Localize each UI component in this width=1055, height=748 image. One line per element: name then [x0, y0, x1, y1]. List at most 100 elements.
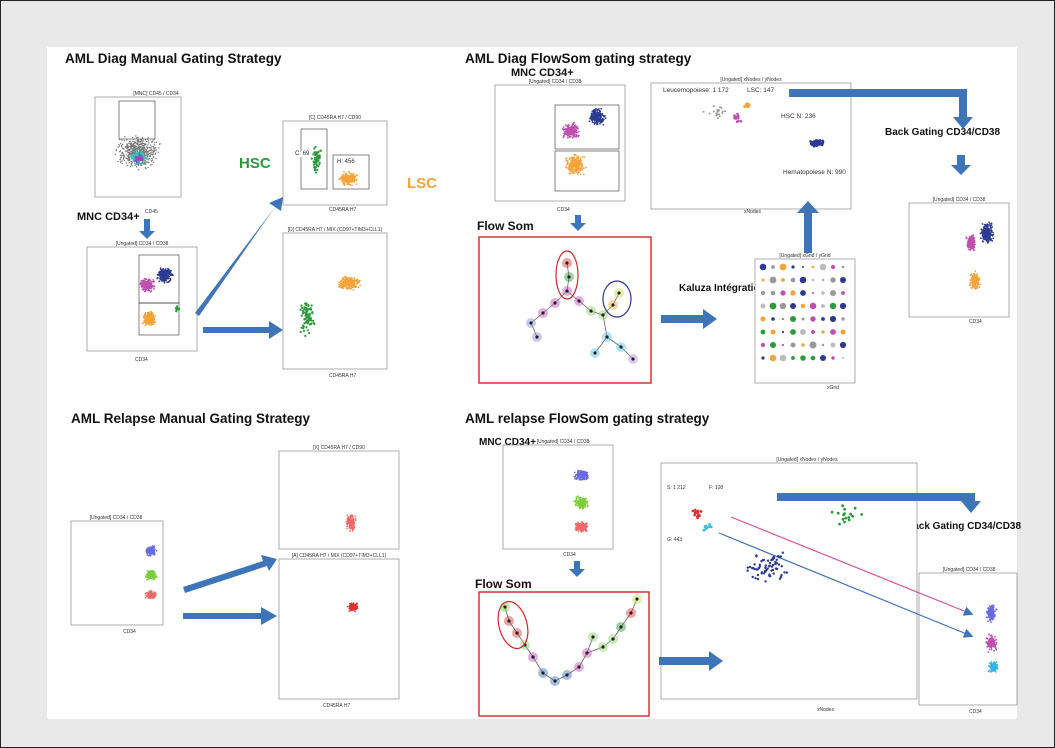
plot-backgate-frame	[908, 202, 1010, 318]
label-hsc: HSC	[239, 155, 271, 172]
arrow-back-gating-1	[789, 89, 973, 129]
c-gate-lsc	[332, 154, 370, 190]
flow-arrows	[139, 89, 981, 671]
mnc-purple	[133, 153, 144, 164]
nodes-magenta	[733, 112, 743, 124]
arrow-right-relapse	[183, 607, 277, 625]
grid-dots	[759, 263, 847, 362]
axis-cd45ra-3: CD45RA H7	[323, 703, 351, 709]
bg-orange	[969, 270, 981, 290]
diag-magenta-cluster	[139, 277, 156, 293]
plot-title-nodes: [Ungated] xNodes / yNodes	[720, 77, 782, 83]
arrow-right-1	[203, 321, 283, 339]
rm-green	[573, 495, 589, 510]
label-kaluza-1: Kaluza Intégration	[679, 283, 766, 294]
a-red	[346, 602, 359, 613]
axis-cd45-1: CD45	[145, 209, 158, 215]
plot-relapse-nodes-frame	[660, 462, 918, 700]
plot-flowsom-cd34cd38-frame	[494, 84, 626, 202]
arrow-down-3	[951, 155, 971, 175]
plot-title-x: [X] CD45RA H7 / CD90	[313, 445, 365, 451]
title-relapse-flowsom: AML relapse FlowSom gating strategy	[465, 411, 710, 426]
arrow-up-diag	[195, 197, 283, 316]
gate-leucemo: Leucemopoiese: 1 172	[663, 87, 729, 94]
plot-title-relapse-backgate: [Ungated] CD34 / CD38	[942, 567, 996, 573]
c-green	[310, 145, 322, 174]
axis-cd34-1: CD34	[135, 357, 148, 363]
plot-title-c: [C] CD45RA H7 / CD90	[309, 115, 361, 121]
arrow-down-1	[139, 219, 155, 239]
label-flow-som-2: Flow Som	[475, 577, 532, 591]
plot-title-a: [A] CD45RA H7 / MIX (CD97+TIM3+CLL1)	[291, 553, 387, 559]
rb-cyan	[987, 661, 999, 673]
arrow-up-relapse	[183, 555, 277, 593]
arrow-kaluza-1	[661, 309, 717, 329]
plot-a-frame	[278, 558, 400, 700]
rb-magenta	[985, 633, 998, 653]
arrow-back-gating-2	[777, 493, 981, 513]
plot-title-flowsom-cd34cd38: [Ungated] CD34 / CD38	[528, 79, 582, 85]
axis-xgrid: xGrid	[827, 385, 839, 391]
d-orange	[338, 275, 362, 291]
fs-magenta	[562, 122, 580, 139]
flowsom-lsc-ellipse	[555, 250, 579, 300]
arrow-kaluza-2	[659, 651, 723, 671]
mnc-gate	[118, 100, 156, 140]
flowsom-tree-diag	[526, 258, 638, 364]
axis-xnodes-2: xNodes	[817, 707, 834, 713]
diag-orange-cluster	[141, 310, 157, 327]
axis-cd45ra-1: CD45RA H7	[329, 207, 357, 213]
label-mnc-cd34-2: MNC CD34+	[511, 67, 574, 79]
nodes-lsc	[743, 102, 751, 109]
diag-blue-cluster	[156, 267, 174, 284]
rn-red	[691, 508, 703, 520]
gate-hscn: HSC N: 236	[781, 113, 816, 120]
d-green	[299, 302, 316, 337]
rel-green	[145, 569, 158, 581]
axis-xnodes-1: xNodes	[744, 209, 761, 215]
plot-title-mnc: [MNC] CD45 / CD34	[133, 91, 179, 97]
axis-cd34-2: CD34	[557, 207, 570, 213]
plot-title-relapse-nodes: [Ungated] xNodes / yNodes	[776, 457, 838, 463]
gate-h456: H: 456	[337, 159, 355, 165]
title-relapse-manual: AML Relapse Manual Gating Strategy	[71, 411, 311, 426]
arrow-down-2	[570, 215, 586, 231]
axis-cd34-5: CD34	[563, 552, 576, 558]
fs-gate-top	[554, 104, 620, 150]
plot-c-frame	[282, 120, 388, 206]
axis-cd34-4: CD34	[123, 629, 136, 635]
bg-blue	[979, 221, 995, 244]
label-lsc: LSC	[407, 175, 437, 192]
arrow-up-grid	[797, 201, 819, 253]
rm-blue	[573, 469, 589, 481]
plot-diag-cd34cd38-frame	[86, 246, 198, 352]
nodes-hsc	[809, 139, 825, 148]
rm-red	[574, 521, 589, 533]
plot-title-relapse-cd34cd38: [Ungated] CD34 / CD38	[89, 515, 143, 521]
axis-cd34-3: CD34	[969, 319, 982, 325]
plot-d-frame	[282, 232, 388, 370]
flowsom-box-diag	[478, 236, 652, 384]
title-diag-flowsom: AML Diag FlowSom gating strategy	[465, 51, 692, 66]
label-back-gating-2: Back Gating CD34/CD38	[906, 521, 1022, 532]
plot-title-diag-cd34cd38: [Ungated] CD34 / CD38	[115, 241, 169, 247]
arrow-down-4	[569, 561, 585, 577]
c-orange	[338, 170, 359, 187]
gate-s1212: S: 1 212	[667, 485, 686, 491]
plot-x-frame	[278, 450, 400, 550]
plot-nodes-frame	[650, 82, 852, 210]
plot-title-grid: [Ungated] xGrid / yGrid	[779, 253, 831, 259]
label-flow-som-1: Flow Som	[477, 219, 534, 233]
plot-title-d: [D] CD45RA H7 / MIX (CD97+TIM3+CLL1)	[287, 227, 383, 233]
pink-pointer	[730, 516, 974, 616]
rn-cyan	[702, 523, 713, 532]
fs-blue	[588, 107, 607, 126]
flowsom-relapse-ellipse	[497, 600, 529, 650]
gate-hemato: Hematopoiese N: 990	[783, 169, 846, 176]
diag-gate-bottom	[138, 302, 180, 336]
fs-gate-bottom	[554, 150, 620, 192]
rn-blue	[746, 551, 789, 583]
plot-title-backgate: [Ungated] CD34 / CD38	[932, 197, 986, 203]
fs-orange	[565, 153, 587, 176]
diag-green-cluster	[174, 305, 181, 313]
